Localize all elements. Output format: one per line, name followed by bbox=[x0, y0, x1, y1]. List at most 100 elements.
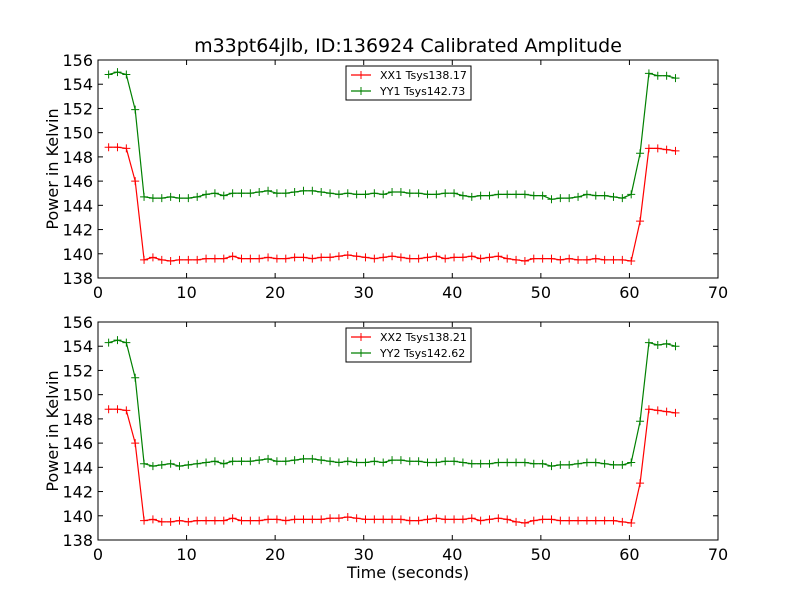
data-point bbox=[450, 457, 459, 466]
data-point bbox=[485, 515, 494, 524]
data-point bbox=[343, 189, 352, 198]
y-axis-title: Power in Kelvin bbox=[43, 370, 62, 491]
data-point bbox=[414, 189, 423, 198]
data-point bbox=[512, 190, 521, 199]
data-point bbox=[671, 74, 680, 83]
series-2 bbox=[104, 68, 680, 204]
series-line bbox=[108, 408, 676, 524]
data-point bbox=[476, 459, 485, 468]
data-point bbox=[290, 515, 299, 524]
data-point bbox=[538, 254, 547, 263]
data-point bbox=[334, 190, 343, 199]
data-point bbox=[326, 457, 335, 466]
data-point bbox=[662, 407, 671, 416]
data-point bbox=[352, 190, 361, 199]
data-point bbox=[157, 255, 166, 264]
data-point bbox=[308, 254, 317, 263]
data-point bbox=[627, 519, 636, 528]
data-point bbox=[361, 458, 370, 467]
data-point bbox=[574, 459, 583, 468]
data-point bbox=[441, 457, 450, 466]
data-point bbox=[140, 516, 149, 525]
legend-label: XX2 Tsys138.21 bbox=[380, 331, 467, 344]
data-point bbox=[379, 515, 388, 524]
y-tick-label: 144 bbox=[62, 458, 93, 477]
data-point bbox=[529, 516, 538, 525]
legend: XX1 Tsys138.17 YY1 Tsys142.73 bbox=[345, 65, 472, 101]
data-point bbox=[556, 194, 565, 203]
legend-label: XX1 Tsys138.17 bbox=[380, 69, 467, 82]
data-point bbox=[237, 516, 246, 525]
data-point bbox=[618, 255, 627, 264]
data-point bbox=[317, 456, 326, 465]
data-point bbox=[388, 456, 397, 465]
data-point bbox=[458, 191, 467, 200]
y-tick-label: 152 bbox=[62, 361, 93, 380]
legend-box bbox=[345, 65, 472, 101]
data-point bbox=[494, 190, 503, 199]
data-point bbox=[441, 515, 450, 524]
data-point bbox=[148, 515, 157, 524]
data-point bbox=[175, 194, 184, 203]
data-point bbox=[210, 189, 219, 198]
data-point bbox=[600, 255, 609, 264]
data-point bbox=[565, 194, 574, 203]
data-point bbox=[582, 458, 591, 467]
y-tick-label: 152 bbox=[62, 99, 93, 118]
data-point bbox=[450, 515, 459, 524]
data-point bbox=[210, 516, 219, 525]
data-point bbox=[450, 189, 459, 198]
plot-panel-1: 0 10 20 30 40 50 60 70 138 140 142 144 146 148 150 152 1… bbox=[43, 35, 728, 302]
data-point bbox=[299, 253, 308, 262]
x-tick-label: 60 bbox=[619, 283, 639, 302]
data-point bbox=[396, 253, 405, 262]
data-point bbox=[193, 255, 202, 264]
data-point bbox=[326, 189, 335, 198]
data-point bbox=[255, 456, 264, 465]
data-point bbox=[671, 342, 680, 351]
data-point bbox=[538, 191, 547, 200]
data-point bbox=[379, 253, 388, 262]
data-point bbox=[175, 462, 184, 471]
data-point bbox=[618, 517, 627, 526]
x-tick-label: 20 bbox=[265, 545, 285, 564]
legend: XX2 Tsys138.21 YY2 Tsys142.62 bbox=[345, 327, 472, 363]
axes-frame bbox=[97, 321, 719, 541]
data-point bbox=[281, 516, 290, 525]
data-point bbox=[166, 192, 175, 201]
data-point bbox=[476, 516, 485, 525]
data-point bbox=[131, 105, 140, 114]
data-point bbox=[317, 188, 326, 197]
data-point bbox=[538, 515, 547, 524]
data-point bbox=[113, 336, 122, 345]
data-point bbox=[503, 190, 512, 199]
y-tick-label: 140 bbox=[62, 507, 93, 526]
data-point bbox=[503, 458, 512, 467]
data-point bbox=[246, 254, 255, 263]
data-point bbox=[157, 194, 166, 203]
data-point bbox=[334, 514, 343, 523]
data-point bbox=[547, 254, 556, 263]
data-point bbox=[246, 457, 255, 466]
data-point bbox=[662, 71, 671, 80]
x-tick-label: 30 bbox=[354, 283, 374, 302]
x-tick-label: 40 bbox=[442, 283, 462, 302]
data-point bbox=[396, 456, 405, 465]
data-point bbox=[166, 257, 175, 266]
data-point bbox=[352, 252, 361, 261]
data-point bbox=[494, 514, 503, 523]
data-point bbox=[467, 514, 476, 523]
data-point bbox=[113, 143, 122, 152]
data-point bbox=[104, 143, 113, 152]
data-point bbox=[591, 516, 600, 525]
data-point bbox=[538, 459, 547, 468]
data-point bbox=[600, 516, 609, 525]
data-point bbox=[662, 145, 671, 154]
data-point bbox=[636, 479, 645, 488]
data-point bbox=[175, 255, 184, 264]
data-point bbox=[131, 373, 140, 382]
y-tick-label: 148 bbox=[62, 410, 93, 429]
data-point bbox=[210, 457, 219, 466]
